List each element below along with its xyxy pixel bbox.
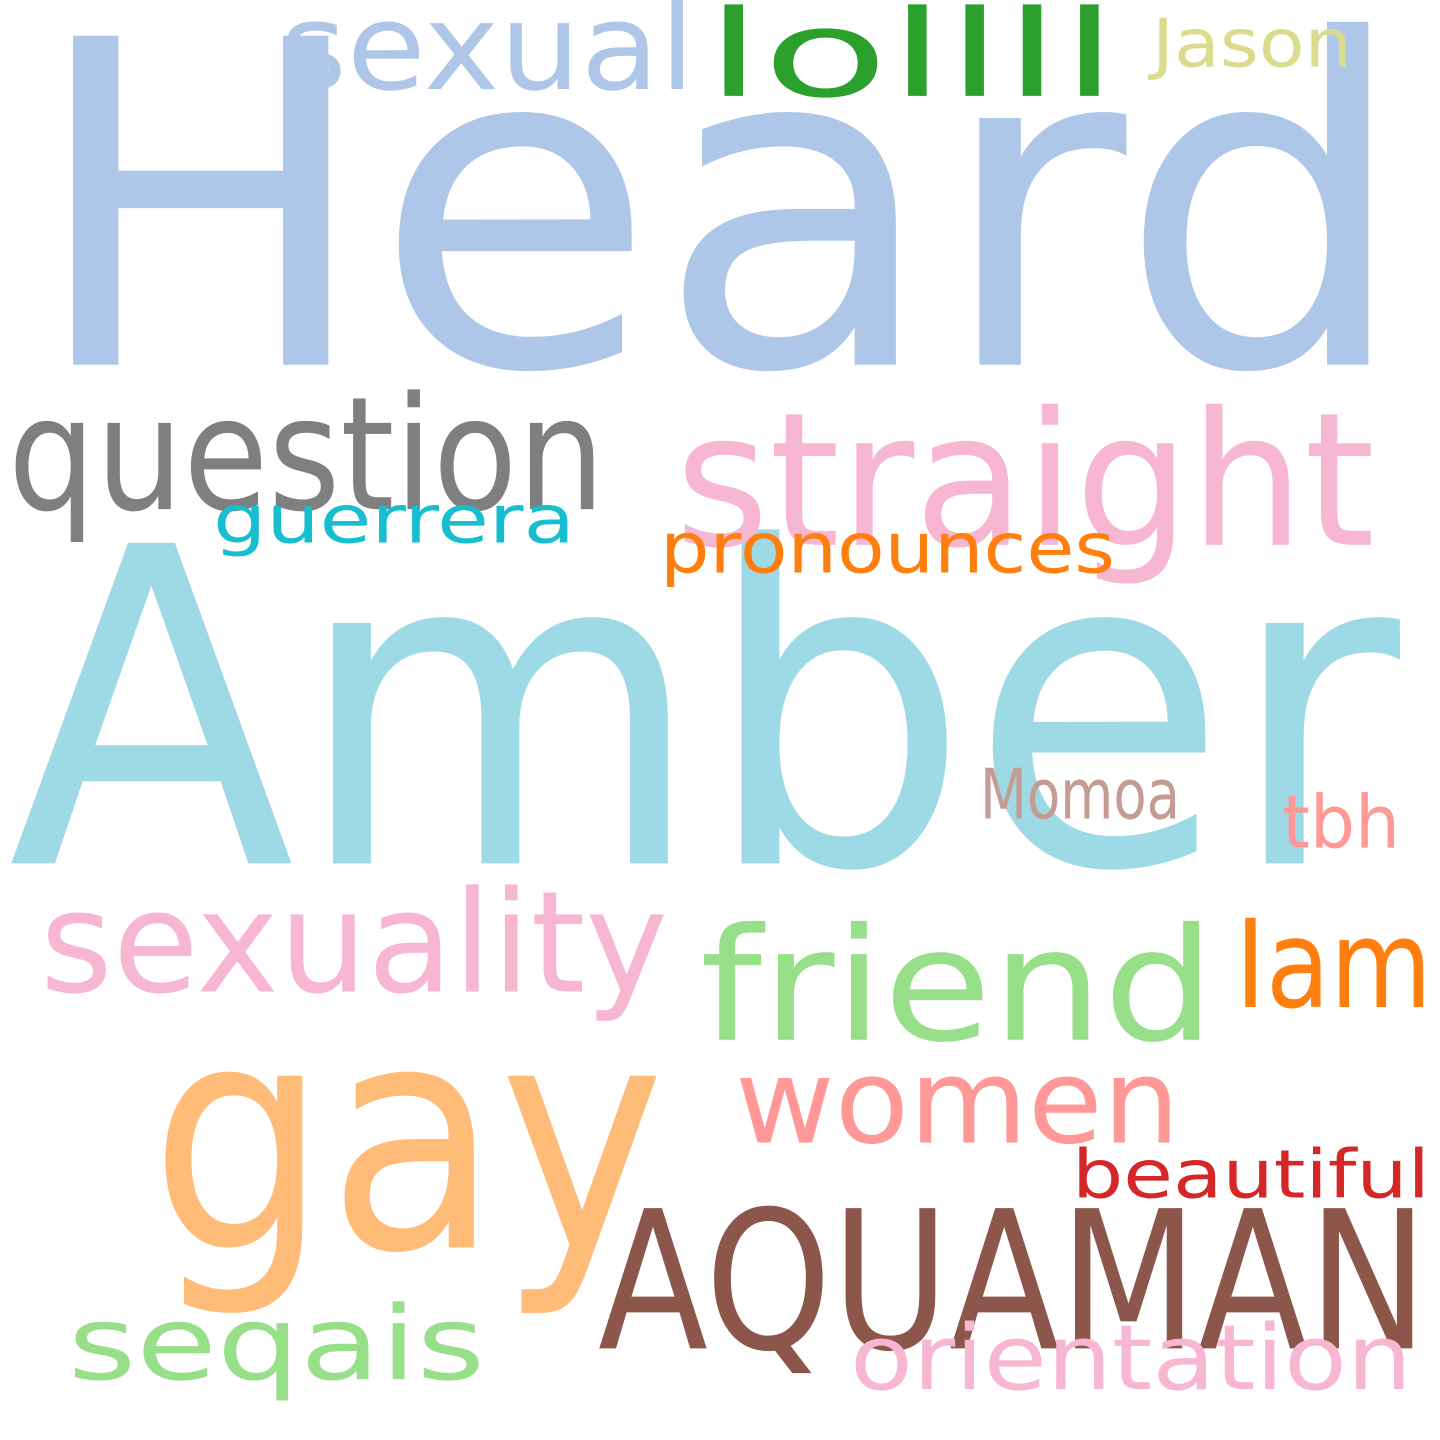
word-orientation: orientation	[850, 1306, 1412, 1411]
word-amber: Amber	[8, 455, 1401, 968]
word-tbh: tbh	[1282, 779, 1401, 866]
word-jason: Jason	[1152, 4, 1353, 83]
word-gay: gay	[150, 956, 665, 1323]
word-aquaman: AQUAMAN	[598, 1170, 1429, 1395]
word-momoa: Momoa	[980, 753, 1181, 835]
word-iam: Iam	[1235, 894, 1433, 1037]
word-sexuality: sexuality	[40, 861, 669, 1026]
word-heard: Heard	[28, 0, 1411, 472]
word-friend: friend	[700, 895, 1216, 1078]
word-beautiful: beautiful	[1072, 1136, 1430, 1215]
word-question: question	[8, 363, 606, 547]
word-straight: straight	[675, 371, 1376, 589]
word-sexual: sexual	[280, 0, 696, 118]
word-women: women	[735, 1034, 1181, 1171]
word-pronounces: pronounces	[660, 508, 1115, 590]
word-lollll: lollll	[705, 0, 1118, 124]
word-seqais: seqais	[68, 1283, 485, 1404]
word-guerrera: guerrera	[213, 481, 575, 559]
